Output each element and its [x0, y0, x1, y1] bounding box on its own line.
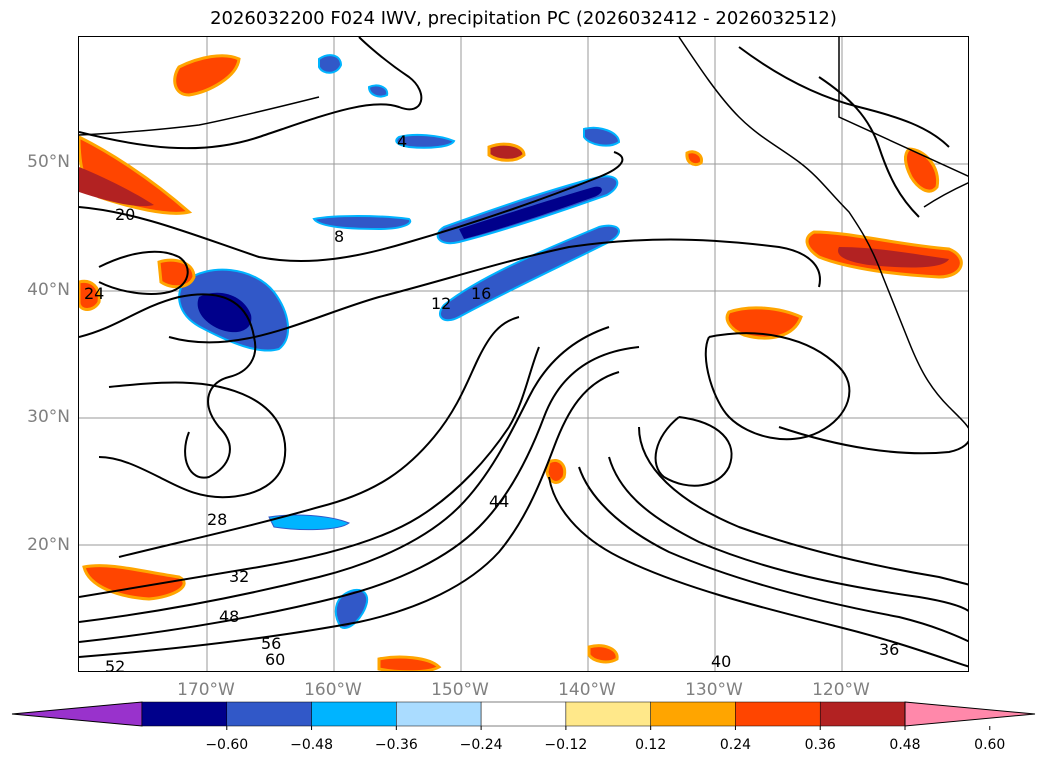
contour-label-24: 24	[84, 284, 104, 303]
colorbar-segment	[226, 701, 312, 727]
colorbar-tick-label: 0.48	[889, 737, 921, 753]
map-title: 2026032200 F024 IWV, precipitation PC (2…	[210, 8, 837, 29]
contour-label-4: 4	[397, 132, 407, 151]
colorbar-tick-label: −0.12	[544, 737, 588, 753]
colorbar	[11, 701, 1036, 730]
contour-label-32: 32	[229, 567, 249, 586]
colorbar-segment	[735, 701, 821, 727]
coastline	[79, 37, 968, 429]
colorbar-tick-label: 0.60	[974, 737, 1006, 753]
precip-positive-areas	[79, 54, 963, 671]
lon-label-170w: 170°W	[177, 680, 235, 700]
contour-label-8: 8	[334, 227, 344, 246]
colorbar-segment	[141, 701, 228, 727]
colorbar-segment	[480, 701, 567, 727]
lat-label-30n: 30°N	[27, 407, 70, 427]
colorbar-segment	[396, 701, 482, 727]
contour-label-52: 52	[105, 657, 125, 672]
lat-label-20n: 20°N	[27, 535, 70, 555]
contour-label-44: 44	[489, 492, 509, 511]
map-panel: 4 8 12 16 20 24 28 32 36 40 44 48 52 56 …	[78, 36, 969, 672]
colorbar-tick-label: 0.36	[804, 737, 836, 753]
lon-label-150w: 150°W	[431, 680, 489, 700]
colorbar-segment-low	[11, 701, 143, 727]
contour-label-20: 20	[115, 205, 135, 224]
colorbar-segments	[11, 701, 1036, 730]
map-canvas: 4 8 12 16 20 24 28 32 36 40 44 48 52 56 …	[79, 37, 968, 672]
contour-label-60: 60	[265, 650, 285, 669]
colorbar-segment	[819, 701, 906, 727]
lon-label-140w: 140°W	[558, 680, 616, 700]
colorbar-tick-label: −0.24	[459, 737, 503, 753]
lon-label-130w: 130°W	[685, 680, 743, 700]
contour-label-12: 12	[431, 294, 451, 313]
lon-label-120w: 120°W	[812, 680, 870, 700]
colorbar-tick-label: −0.36	[374, 737, 418, 753]
graticule	[79, 37, 968, 671]
lat-label-40n: 40°N	[27, 280, 70, 300]
colorbar-segment-high	[904, 701, 1036, 727]
contour-label-48: 48	[219, 607, 239, 626]
contour-label-16: 16	[471, 284, 491, 303]
colorbar-tick-label: −0.48	[290, 737, 333, 753]
lat-label-50n: 50°N	[27, 152, 70, 172]
contour-label-56: 56	[261, 634, 281, 653]
colorbar-segment	[565, 701, 651, 727]
lon-label-160w: 160°W	[304, 680, 362, 700]
colorbar-segment	[650, 701, 736, 727]
contour-label-40: 40	[711, 652, 731, 671]
iwv-contours	[79, 37, 968, 668]
colorbar-tick-label: 0.24	[719, 737, 752, 753]
colorbar-tick-label: −0.60	[205, 737, 249, 753]
colorbar-tick-label: 0.12	[635, 737, 667, 753]
contour-label-36: 36	[879, 640, 899, 659]
contour-label-group: 4 8 12 16 20 24 28 32 36 40 44 48 52 56 …	[84, 132, 899, 672]
contour-label-28: 28	[207, 510, 227, 529]
colorbar-segment	[311, 701, 397, 727]
precip-negative-areas	[178, 54, 621, 629]
